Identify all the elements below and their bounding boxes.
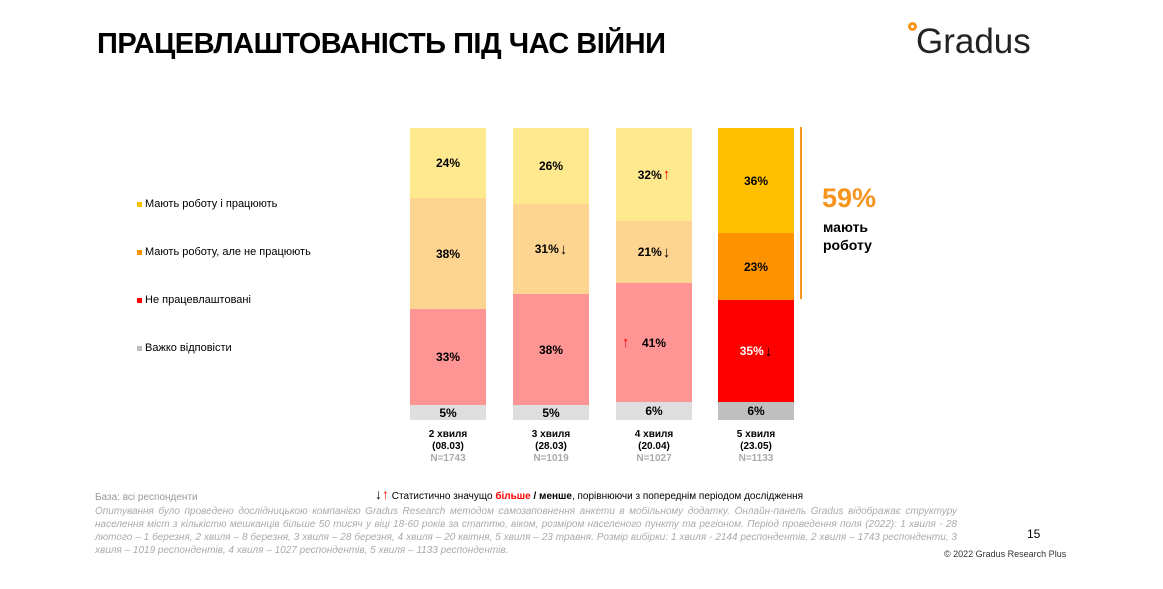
x-label-wave: 5 хвиля — [736, 429, 776, 440]
data-label: 36% — [743, 173, 769, 188]
significance-note: ↓↑ Статистично значущо більше / менше, п… — [375, 486, 803, 502]
x-label-date: (20.04) — [638, 441, 670, 452]
legend-swatch — [137, 249, 142, 255]
data-label: 26% — [538, 158, 564, 173]
x-label-n: N=1743 — [430, 453, 466, 464]
significance-more: більше — [495, 491, 531, 502]
x-label-n: N=1019 — [533, 453, 569, 464]
x-label-date: (28.03) — [535, 441, 567, 452]
copyright: © 2022 Gradus Research Plus — [944, 549, 1067, 559]
data-label: 23% — [743, 259, 769, 274]
bar-segment: 5% — [410, 405, 486, 420]
legend-swatch — [137, 345, 142, 351]
significance-sep: / — [530, 491, 540, 502]
significant-decrease-icon: ↓ — [764, 342, 773, 360]
bar-segment: 33% — [410, 309, 486, 406]
data-label: 6% — [747, 404, 765, 419]
data-label: 33% — [435, 350, 461, 365]
legend-label: Не працевлаштовані — [145, 294, 251, 306]
x-axis-label: 3 хвиля (28.03) N=1019 — [513, 429, 589, 465]
data-label: 41% — [641, 335, 667, 350]
x-axis-label: 5 хвиля (23.05) N=1133 — [718, 429, 794, 465]
bar-segment: 35% ↓ — [718, 300, 794, 403]
bar-segment: 36% — [718, 128, 794, 234]
summary-bracket — [800, 127, 802, 299]
data-label: 5% — [542, 405, 560, 420]
logo-dot-icon — [908, 22, 917, 31]
data-label: 35% — [739, 344, 764, 359]
methodology-note: Опитування було проведено дослідницькою … — [95, 506, 957, 556]
bar-segment: 6% — [616, 402, 692, 420]
significant-increase-icon: ↑ — [662, 166, 671, 184]
significant-decrease-icon: ↓ — [559, 240, 568, 258]
page-number: 15 — [1027, 527, 1041, 541]
legend-label: Мають роботу і працюють — [145, 198, 278, 210]
significance-prefix: Статистично значущо — [391, 491, 496, 502]
legend-item: Важко відповісти — [137, 342, 232, 354]
significant-increase-icon: ↑ — [622, 334, 630, 352]
x-label-date: (23.05) — [740, 441, 772, 452]
bar-segment: 38% — [513, 294, 589, 406]
data-label: 38% — [435, 246, 461, 261]
legend-swatch — [137, 297, 142, 303]
data-label: 21% — [637, 245, 662, 260]
logo-text: Gradus — [916, 22, 1031, 61]
base-note: База: всі респонденти — [95, 492, 198, 503]
legend-item: Мають роботу і працюють — [137, 198, 277, 210]
legend-label: Важко відповісти — [145, 342, 232, 354]
summary-label: мають роботу — [823, 219, 872, 253]
bar-segment: 32% ↑ — [616, 128, 692, 222]
bar-segment: 31% ↓ — [513, 203, 589, 295]
legend-item: Мають роботу, але не працюють — [137, 246, 311, 258]
bar-segment: 26% — [513, 128, 589, 204]
x-label-wave: 4 хвиля — [634, 429, 674, 440]
data-label: 32% — [637, 167, 662, 182]
x-axis-label: 4 хвиля (20.04) N=1027 — [616, 429, 692, 465]
x-label-date: (08.03) — [432, 441, 464, 452]
significant-decrease-icon: ↓ — [662, 243, 671, 261]
data-label: 38% — [538, 342, 564, 357]
x-label-n: N=1133 — [738, 453, 774, 464]
data-label: 31% — [534, 242, 559, 257]
x-label-wave: 2 хвиля — [428, 429, 468, 440]
bar-segment: 41% ↑ — [616, 282, 692, 403]
significance-less: менше — [539, 491, 572, 502]
summary-value: 59% — [822, 183, 877, 213]
bar-segment: 5% — [513, 405, 589, 420]
legend-label: Мають роботу, але не працюють — [145, 246, 311, 258]
bar-segment: 23% — [718, 233, 794, 301]
arrow-down-icon: ↓ — [375, 486, 382, 502]
legend-item: Не працевлаштовані — [137, 294, 251, 306]
x-label-wave: 3 хвиля — [531, 429, 571, 440]
data-label: 24% — [435, 156, 461, 171]
bar-segment: 24% — [410, 128, 486, 199]
x-label-n: N=1027 — [636, 453, 672, 464]
data-label: 5% — [439, 405, 457, 420]
arrow-up-icon: ↑ — [382, 486, 389, 502]
x-axis-label: 2 хвиля (08.03) N=1743 — [410, 429, 486, 465]
bar-segment: 6% — [718, 402, 794, 420]
significance-suffix: , порівнюючи з попереднім періодом дослі… — [571, 491, 804, 502]
data-label: 6% — [645, 404, 663, 419]
page-title: ПРАЦЕВЛАШТОВАНІСТЬ ПІД ЧАС ВІЙНИ — [97, 28, 666, 60]
gradus-logo: Gradus — [908, 22, 1031, 62]
bar-segment: 21% ↓ — [616, 221, 692, 283]
legend-swatch — [137, 201, 142, 207]
bar-segment: 38% — [410, 198, 486, 310]
